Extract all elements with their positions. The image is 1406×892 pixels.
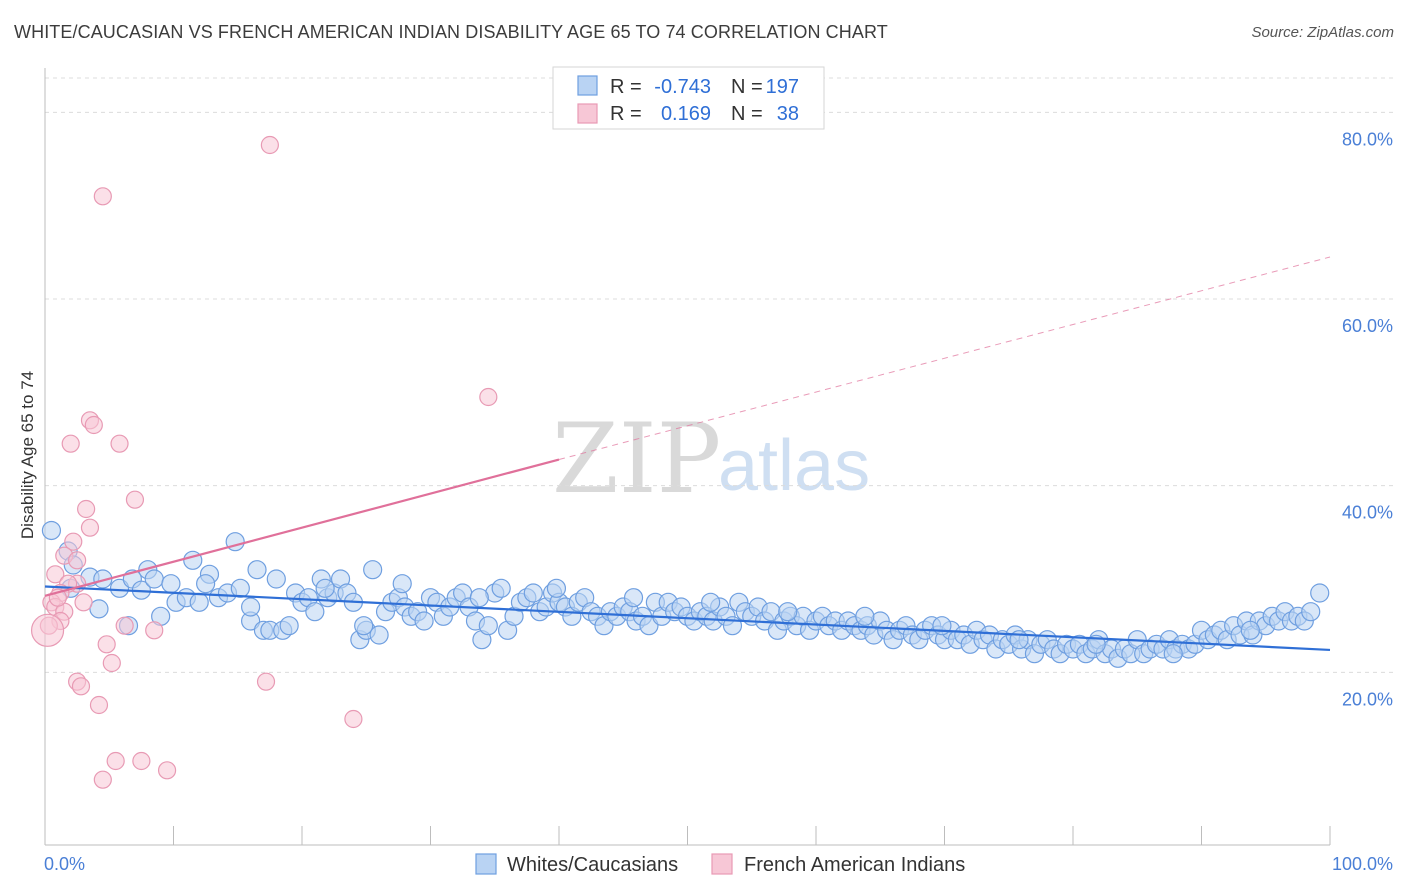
data-point-french	[102, 653, 121, 673]
data-point-whites	[144, 569, 164, 589]
data-point-french	[125, 490, 145, 509]
data-point-french	[89, 695, 109, 715]
legend-n-value-blue: 197	[766, 76, 799, 98]
y-tick-label: 80.0%	[1342, 129, 1393, 149]
trend-line-whites	[44, 585, 1331, 652]
data-point-whites	[478, 616, 498, 636]
data-point-french	[46, 565, 65, 584]
data-point-whites	[701, 592, 721, 612]
data-point-whites	[1301, 602, 1321, 622]
data-point-french	[260, 135, 279, 155]
data-point-french	[115, 616, 134, 635]
data-point-french	[157, 761, 177, 780]
data-point-whites	[189, 592, 209, 612]
data-point-french	[110, 434, 129, 453]
data-point-whites	[41, 520, 62, 541]
trend-line-french	[44, 458, 560, 597]
data-point-whites	[196, 574, 216, 594]
y-tick-label: 60.0%	[1342, 316, 1393, 336]
data-point-whites	[855, 606, 875, 626]
data-point-whites	[305, 602, 325, 622]
bottom-legend-swatch-whites	[475, 853, 497, 875]
data-point-whites	[230, 578, 250, 598]
data-point-french	[30, 613, 65, 647]
legend-r-label-pink: R =	[610, 103, 642, 125]
data-point-french	[61, 434, 80, 453]
data-point-whites	[523, 583, 543, 603]
data-point-whites	[109, 578, 130, 598]
data-point-french	[479, 387, 498, 407]
trend-line-french-extension	[558, 256, 1331, 461]
data-point-whites	[491, 578, 511, 598]
data-point-french	[71, 677, 91, 696]
watermark-zip: ZIP	[552, 403, 721, 515]
data-point-whites	[623, 588, 644, 608]
legend-r-value-blue: -0.743	[654, 76, 711, 98]
data-point-french	[106, 751, 125, 771]
data-point-french	[84, 415, 103, 435]
chart-title: WHITE/CAUCASIAN VS FRENCH AMERICAN INDIA…	[14, 22, 888, 42]
data-point-whites	[241, 597, 261, 617]
data-point-french	[132, 751, 151, 771]
axes: 20.0% 40.0% 60.0% 80.0% 0.0% 100.0%	[44, 68, 1393, 874]
data-point-french	[97, 635, 116, 654]
data-point-whites	[279, 616, 299, 636]
watermark-atlas: atlas	[718, 426, 870, 506]
y-tick-label: 40.0%	[1342, 503, 1393, 523]
data-point-whites	[315, 578, 335, 598]
data-point-french	[68, 551, 87, 570]
y-axis-label: Disability Age 65 to 74	[18, 371, 37, 539]
data-point-whites	[247, 560, 267, 580]
data-point-french	[93, 770, 112, 789]
legend-n-label-pink: N =	[731, 103, 763, 125]
data-point-french	[64, 532, 83, 551]
data-point-whites	[1310, 583, 1330, 603]
x-tick-label-max: 100.0%	[1332, 854, 1393, 874]
legend-n-value-pink: 38	[777, 103, 799, 125]
data-point-whites	[778, 602, 798, 622]
series-whites-points	[41, 520, 1330, 668]
data-point-whites	[414, 611, 434, 631]
data-point-whites	[1086, 634, 1106, 654]
y-tick-label: 20.0%	[1342, 689, 1393, 709]
legend-n-label-blue: N =	[731, 76, 763, 98]
data-point-whites	[369, 625, 389, 645]
data-point-french	[80, 518, 100, 537]
data-point-whites	[469, 588, 489, 608]
data-point-french	[344, 709, 363, 729]
data-point-whites	[546, 578, 567, 598]
data-point-whites	[363, 560, 383, 580]
legend-swatch-pink	[577, 103, 598, 124]
x-tick-label-min: 0.0%	[44, 854, 85, 874]
data-point-whites	[1240, 620, 1260, 640]
data-point-french	[77, 499, 96, 519]
bottom-legend-label-whites: Whites/Caucasians	[507, 854, 678, 876]
data-point-whites	[266, 569, 286, 589]
data-point-french	[145, 621, 164, 640]
data-point-whites	[354, 616, 374, 636]
data-point-whites	[161, 574, 181, 594]
trend-lines	[44, 256, 1331, 652]
legend-r-value-pink: 0.169	[661, 103, 711, 125]
data-point-whites	[89, 599, 109, 619]
data-point-whites	[1163, 644, 1183, 664]
series-french-american-indian-points	[30, 135, 498, 789]
data-point-whites	[392, 574, 412, 594]
data-point-french	[93, 187, 112, 206]
bottom-legend-swatch-french	[711, 853, 733, 875]
bottom-legend-label-french: French American Indians	[744, 854, 965, 876]
correlation-legend: R = -0.743 N = 197 R = 0.169 N = 38	[552, 66, 825, 130]
series-legend: Whites/Caucasians French American Indian…	[475, 853, 965, 876]
legend-swatch-blue	[577, 75, 598, 96]
source-label: Source: ZipAtlas.com	[1251, 24, 1394, 41]
data-point-french	[74, 593, 93, 612]
legend-r-label-blue: R =	[610, 76, 642, 98]
data-point-french	[256, 672, 276, 691]
